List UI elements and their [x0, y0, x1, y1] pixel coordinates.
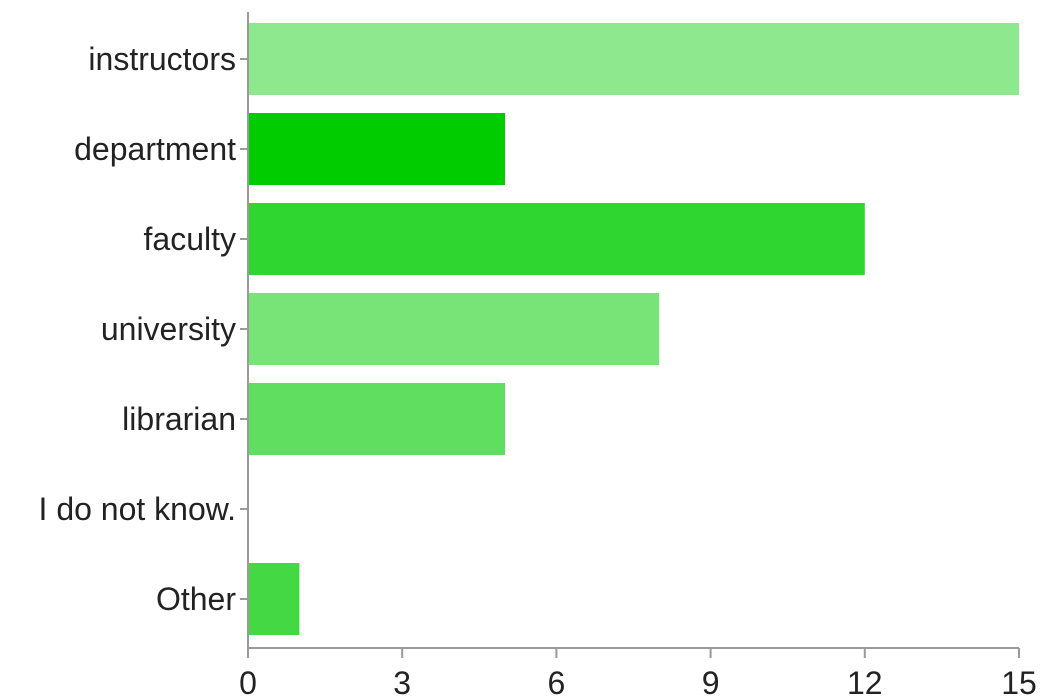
bar-instructors [248, 23, 1019, 95]
bars-group [248, 23, 1019, 635]
x-tick-label: 3 [393, 665, 411, 700]
bar-librarian [248, 383, 505, 455]
category-label: I do not know. [39, 491, 236, 527]
x-tick-label: 12 [847, 665, 883, 700]
category-label: university [101, 311, 236, 347]
x-tick-label: 9 [702, 665, 720, 700]
x-tick-label: 6 [548, 665, 566, 700]
category-label: Other [156, 581, 236, 617]
category-label: faculty [144, 221, 236, 257]
x-axis-ticks: 0 3 6 9 12 15 [239, 648, 1037, 700]
bar-university [248, 293, 660, 365]
category-label: department [74, 131, 236, 167]
bar-other [248, 563, 300, 635]
category-labels: instructors department faculty university li… [39, 41, 248, 617]
bar-faculty [248, 203, 865, 275]
x-tick-label: 15 [1001, 665, 1037, 700]
bar-department [248, 113, 505, 185]
x-tick-label: 0 [239, 665, 257, 700]
category-label: librarian [122, 401, 236, 437]
category-label: instructors [88, 41, 236, 77]
